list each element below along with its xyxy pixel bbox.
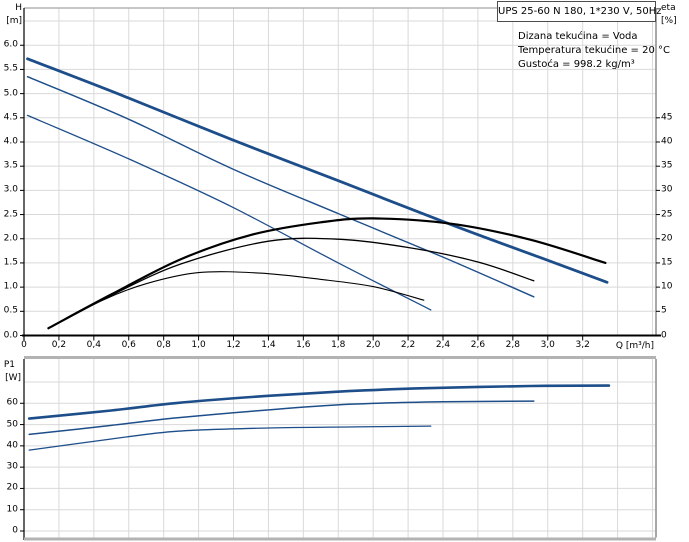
h-tick-label: 5.0 — [3, 88, 18, 99]
h-tick-label: 1.0 — [3, 281, 18, 292]
p1-tick-label: 0 — [12, 525, 18, 536]
h-tick-label: 2.0 — [3, 233, 18, 244]
eta-tick-label: 5 — [661, 305, 667, 316]
q-tick-label: 0,2 — [51, 340, 67, 350]
q-tick-label: 2,6 — [470, 340, 486, 350]
q-tick-label: 3,2 — [575, 340, 590, 350]
h-tick-label: 4.0 — [3, 136, 18, 147]
right-axis-title: eta — [661, 3, 676, 13]
p1-tick-label: 30 — [6, 461, 18, 472]
p1-tick-label: 50 — [6, 419, 18, 430]
h-tick-label: 3.0 — [3, 184, 18, 195]
info-line-temperature: Temperatura tekućine = 20 °C — [518, 45, 671, 56]
eta-tick-label: 25 — [661, 209, 673, 220]
q-tick-label: 0,4 — [86, 340, 101, 350]
q-tick-label: 1,2 — [226, 340, 241, 350]
p1-speed-3-curve — [27, 384, 611, 420]
x-axis-title: Q [m³/h] — [615, 341, 654, 351]
head-speed-3-curve — [26, 57, 609, 284]
eta-tick-label: 40 — [661, 136, 673, 147]
q-tick-label: 2,2 — [400, 340, 416, 350]
q-tick-label: 1,0 — [191, 340, 206, 350]
h-tick-label: 2.5 — [3, 209, 18, 220]
p1-tick-label: 40 — [6, 440, 18, 451]
h-tick-label: 4.5 — [3, 112, 18, 123]
eta-tick-label: 0 — [661, 330, 667, 340]
h-tick-label: 1.5 — [3, 257, 18, 268]
eta-speed-3-curve — [47, 217, 607, 330]
power-axis-title: P1 — [3, 360, 15, 370]
q-tick-label: 1,8 — [331, 340, 346, 350]
q-tick-label: 2,4 — [435, 340, 451, 350]
eta-tick-label: 45 — [661, 112, 673, 123]
head-speed-2-curve — [26, 76, 535, 298]
h-tick-label: 0.0 — [3, 330, 18, 340]
eta-tick-label: 35 — [661, 160, 673, 171]
p1-speed-1-curve — [28, 425, 432, 451]
h-tick-label: 5.5 — [3, 63, 18, 74]
left-axis-unit: [m] — [6, 16, 22, 26]
q-tick-label: 3,0 — [540, 340, 555, 350]
h-tick-label: 6.0 — [3, 39, 18, 50]
h-tick-label: 3.5 — [3, 160, 18, 171]
q-tick-label: 1,6 — [296, 340, 311, 350]
power-axis-unit: [W] — [5, 373, 21, 383]
q-tick-label: 1,4 — [261, 340, 276, 350]
eta-tick-label: 10 — [661, 281, 673, 292]
p1-speed-2-curve — [28, 400, 535, 436]
right-axis-unit: [%] — [661, 16, 677, 26]
eta-tick-label: 15 — [661, 257, 673, 268]
head-speed-1-curve — [26, 114, 432, 311]
chart-title-box: UPS 25-60 N 180, 1*230 V, 50Hz — [497, 1, 662, 22]
eta-speed-1-curve — [47, 271, 425, 330]
q-tick-label: 2,0 — [365, 340, 381, 350]
p1-tick-label: 60 — [6, 397, 18, 408]
eta-speed-2-curve — [47, 237, 535, 329]
q-tick-label: 0,8 — [156, 340, 171, 350]
info-line-density: Gustoća = 998.2 kg/m³ — [518, 59, 635, 70]
eta-tick-label: 30 — [661, 184, 673, 195]
h-tick-label: 0.5 — [3, 305, 18, 316]
q-tick-label: 2,8 — [505, 340, 520, 350]
p1-tick-label: 10 — [6, 504, 18, 515]
p1-tick-label: 20 — [6, 482, 18, 493]
eta-tick-label: 20 — [661, 233, 673, 244]
q-tick-label: 0,6 — [121, 340, 136, 350]
info-line-fluid: Dizana tekućina = Voda — [518, 31, 638, 42]
left-axis-title: H — [15, 3, 22, 13]
chart-title: UPS 25-60 N 180, 1*230 V, 50Hz — [498, 6, 662, 17]
q-tick-label: 0 — [21, 340, 27, 350]
